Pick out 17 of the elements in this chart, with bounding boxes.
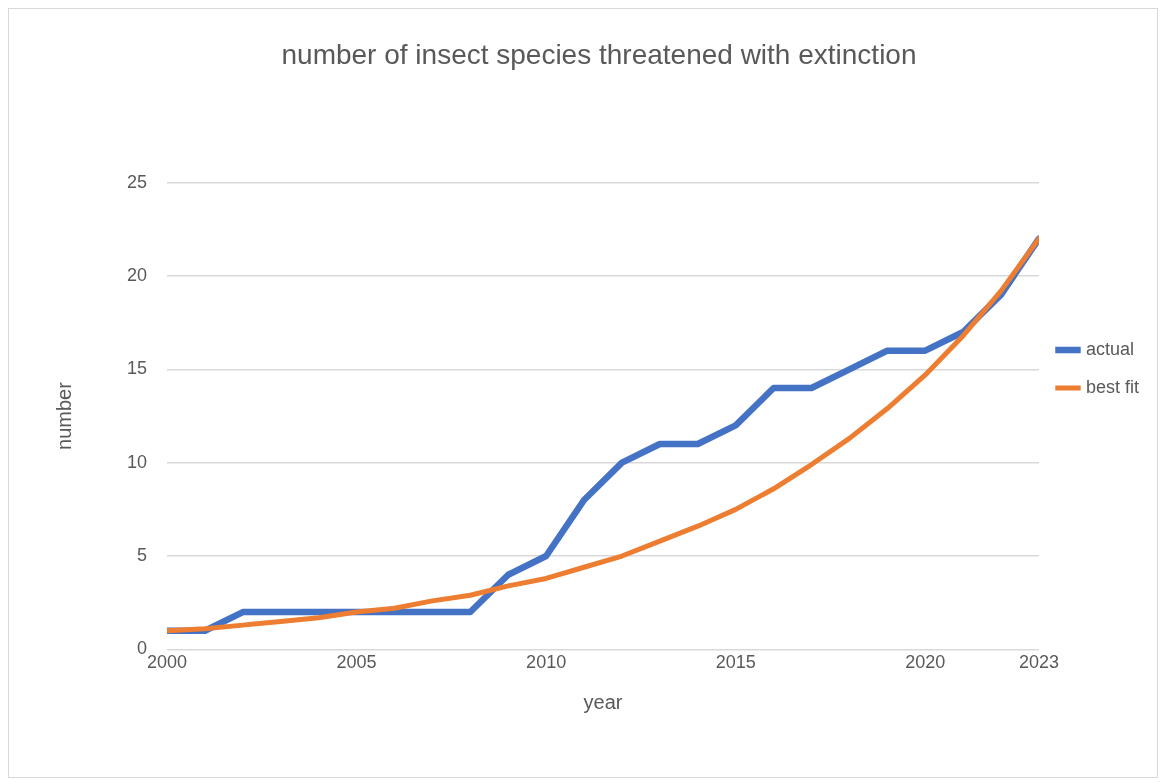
legend-label: actual: [1085, 338, 1135, 359]
x-tick-label: 2015: [715, 652, 756, 673]
y-tick-label: 25: [126, 171, 148, 192]
x-axis-title: year: [583, 690, 623, 713]
y-tick-label: 15: [126, 358, 148, 379]
y-tick-label: 20: [126, 264, 148, 285]
x-tick-label: 2010: [526, 652, 567, 673]
legend-label: best fit: [1085, 376, 1140, 397]
y-tick-label: 5: [137, 545, 148, 566]
x-tick-label: 2000: [147, 652, 188, 673]
chart-title: number of insect species threatened with extinction: [281, 38, 917, 70]
y-tick-label: 10: [126, 451, 148, 472]
y-axis-title: number: [52, 381, 75, 450]
x-tick-label: 2023: [1018, 652, 1059, 673]
x-tick-label: 2020: [905, 652, 946, 673]
x-tick-label: 2005: [336, 652, 377, 673]
y-tick-label: 0: [137, 638, 148, 659]
